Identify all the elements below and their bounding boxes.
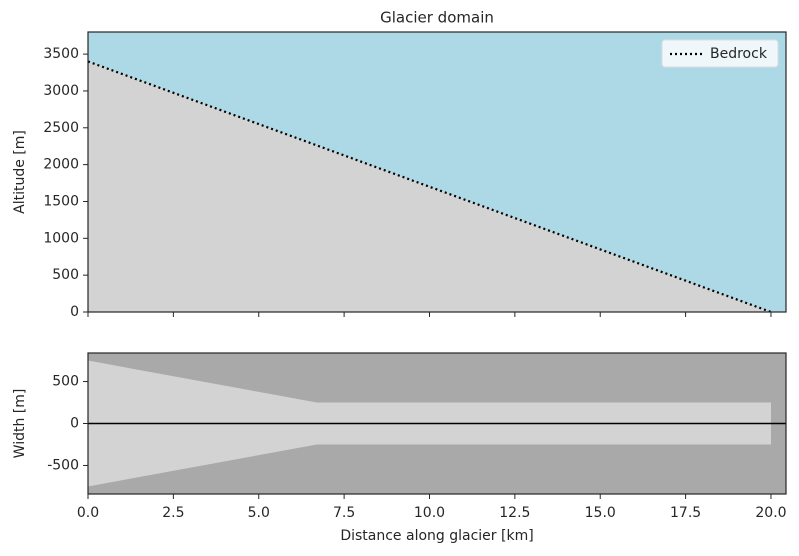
y-tick-label: 3500 bbox=[43, 46, 79, 62]
y-axis-label: Width [m] bbox=[12, 389, 28, 459]
plot-content bbox=[88, 360, 786, 487]
x-tick-label: 7.5 bbox=[333, 505, 355, 521]
y-tick-label: 2000 bbox=[43, 157, 79, 173]
y-tick-label: -500 bbox=[47, 457, 79, 473]
axes-frame bbox=[87, 31, 787, 313]
y-tick-label: 3000 bbox=[43, 83, 79, 99]
x-tick-label: 12.5 bbox=[499, 505, 530, 521]
chart-title: Glacier domain bbox=[380, 9, 494, 27]
y-tick-label: 500 bbox=[52, 267, 79, 283]
legend-label: Bedrock bbox=[710, 46, 768, 62]
x-tick-label: 10.0 bbox=[414, 505, 445, 521]
legend: Bedrock bbox=[661, 39, 779, 68]
y-tick-label: 0 bbox=[70, 304, 79, 320]
y-tick-label: 2500 bbox=[43, 120, 79, 136]
x-tick-label: 5.0 bbox=[248, 505, 270, 521]
x-tick-label: 15.0 bbox=[585, 505, 616, 521]
y-tick-label: 1500 bbox=[43, 193, 79, 209]
y-tick-label: 500 bbox=[52, 374, 79, 390]
legend-box bbox=[661, 39, 779, 68]
y-tick-label: 0 bbox=[70, 416, 79, 432]
series-line bbox=[88, 60, 772, 312]
x-tick-label: 17.5 bbox=[670, 505, 701, 521]
x-axis-label: Distance along glacier [km] bbox=[340, 528, 533, 544]
y-axis-label: Altitude [m] bbox=[12, 130, 28, 214]
x-tick-label: 2.5 bbox=[162, 505, 184, 521]
x-tick-label: 20.0 bbox=[755, 505, 786, 521]
plot-content bbox=[88, 60, 772, 312]
y-tick-label: 1000 bbox=[43, 230, 79, 246]
x-tick-label: 0.0 bbox=[77, 505, 99, 521]
